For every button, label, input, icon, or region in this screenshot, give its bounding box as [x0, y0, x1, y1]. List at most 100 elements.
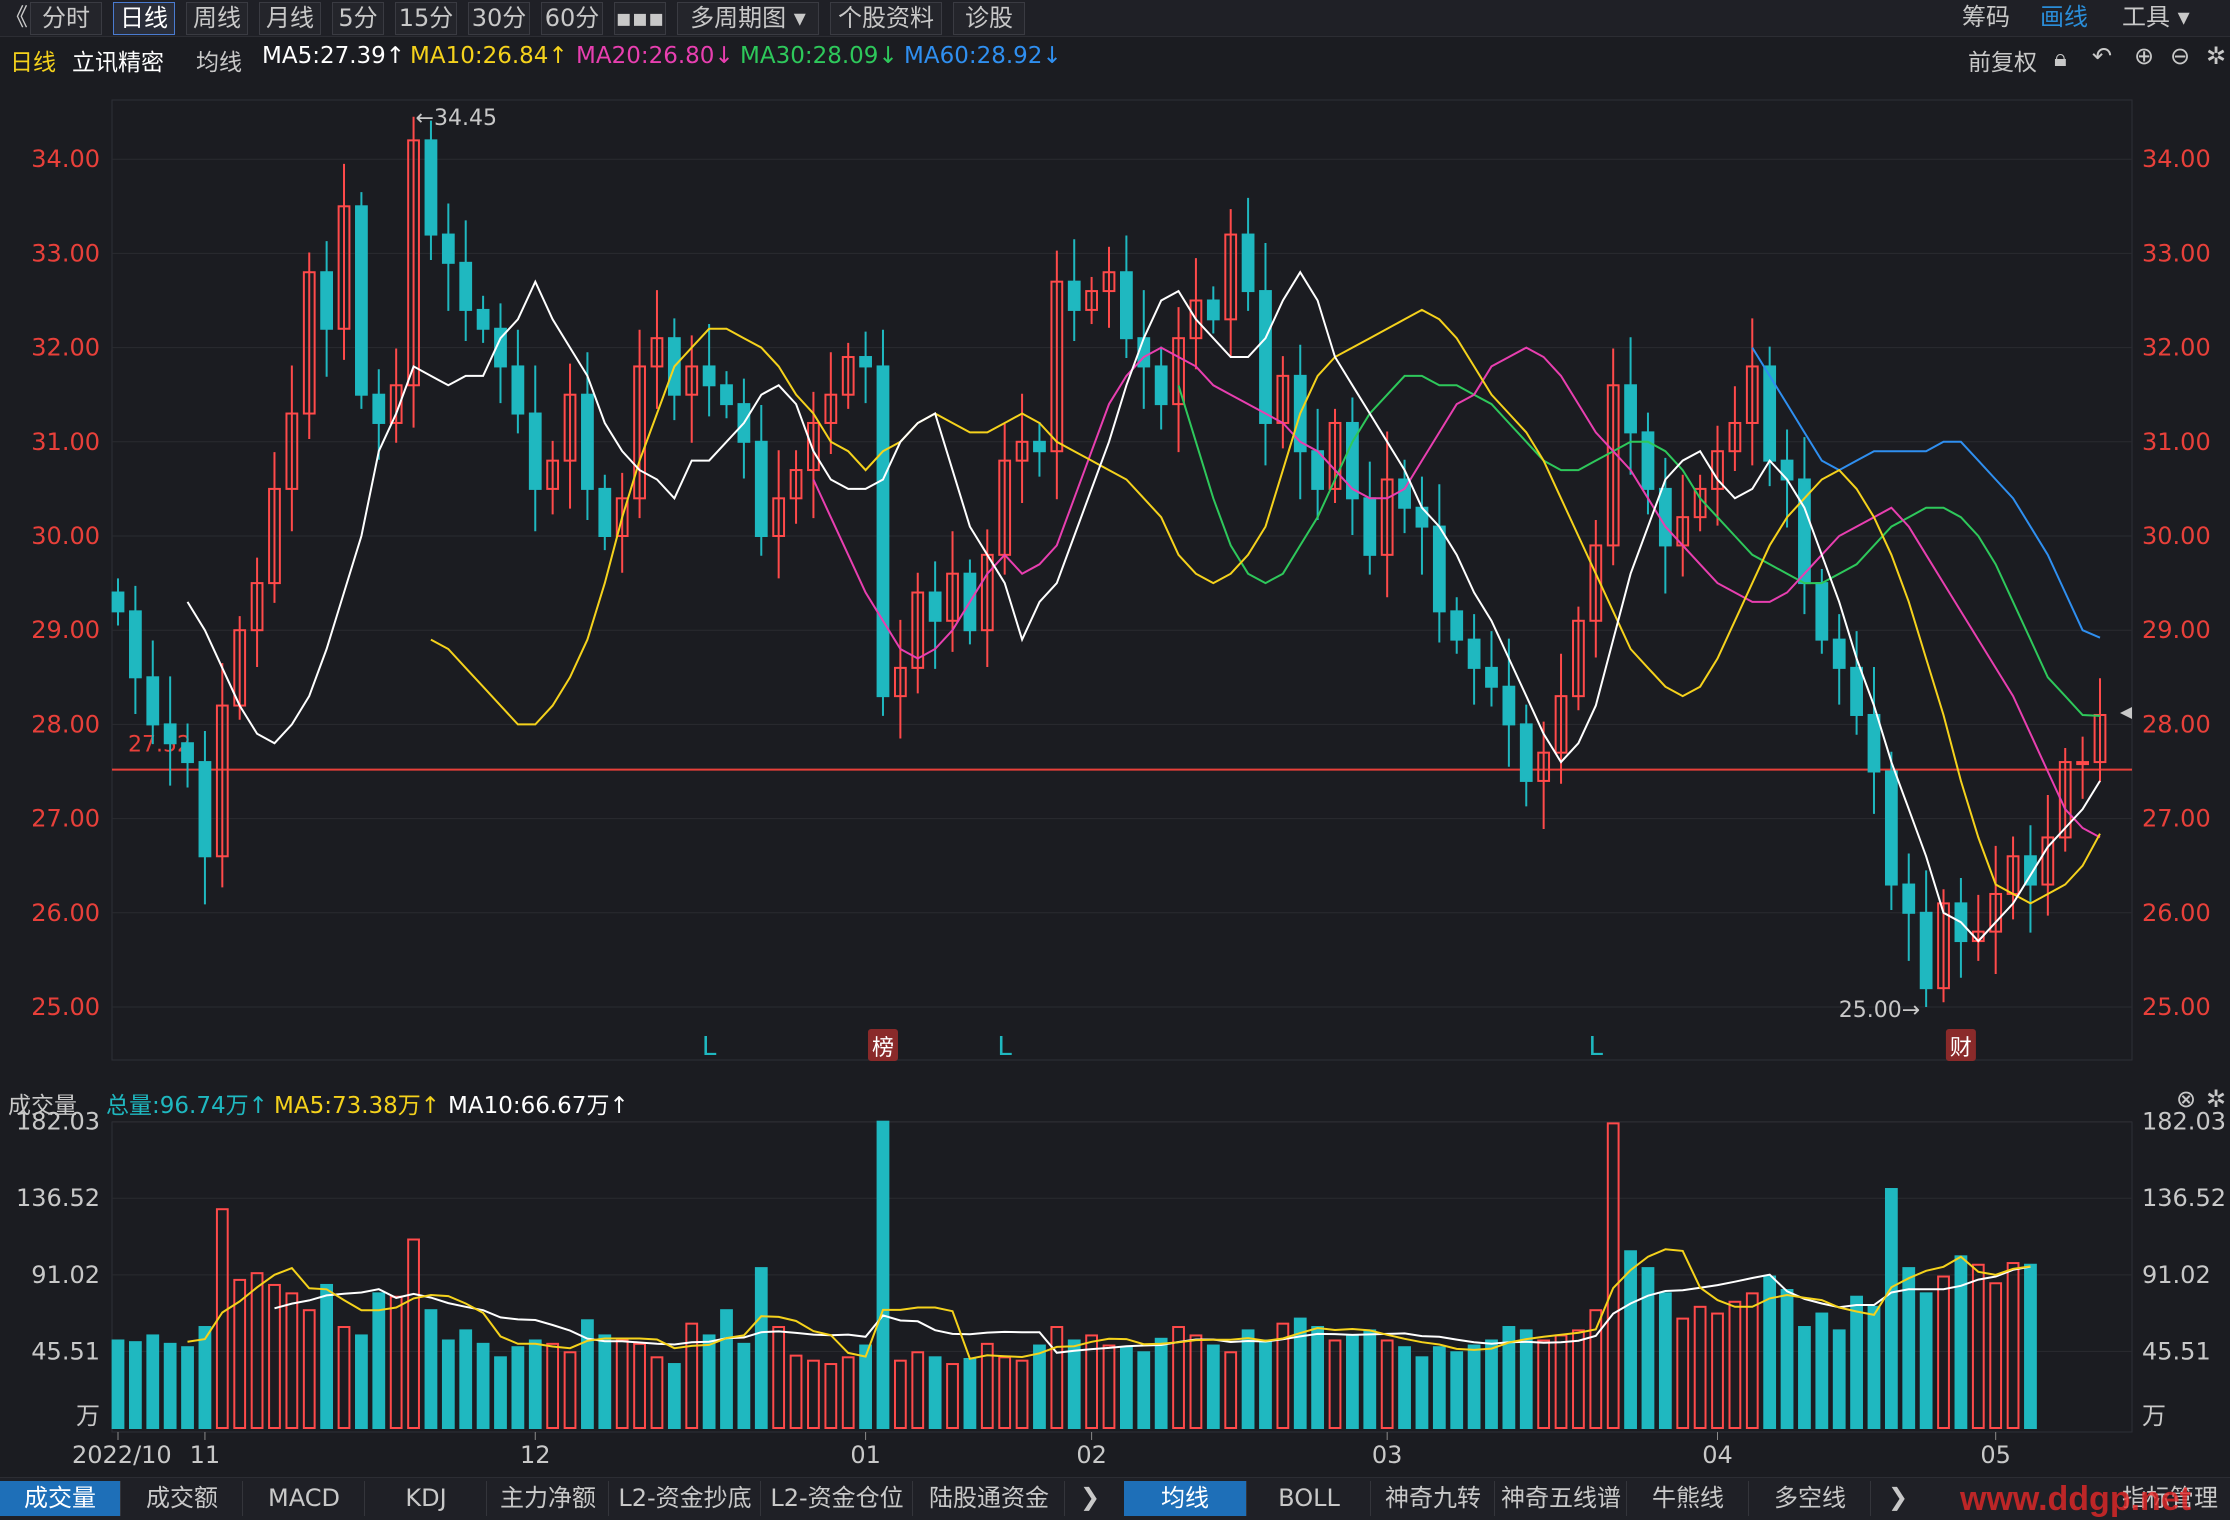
volume-bar — [302, 1309, 316, 1429]
period-tab[interactable]: 多周期图 ▾ — [677, 2, 819, 35]
chevron-right-icon[interactable]: ❯ — [1888, 1483, 1909, 1511]
volume-bar — [233, 1278, 247, 1429]
volume-bar — [1328, 1339, 1342, 1430]
volume-bar — [285, 1292, 299, 1429]
volume-bar — [1815, 1312, 1829, 1430]
volume-bar — [1363, 1329, 1377, 1429]
volume-bar — [667, 1363, 681, 1430]
candle-body — [215, 704, 229, 858]
volume-bar — [615, 1339, 629, 1430]
event-marker: L — [702, 1032, 717, 1062]
candle-body — [163, 723, 177, 745]
volume-bar — [1850, 1295, 1863, 1429]
overlay-tab[interactable]: BOLL — [1248, 1481, 1371, 1516]
adjust-selector[interactable]: 前复权 — [1968, 50, 2037, 76]
candle-body — [1884, 770, 1898, 886]
volume-bar — [1519, 1329, 1533, 1429]
ma60-line — [1751, 347, 2101, 639]
chip-distribution-button[interactable]: 筹码 — [1962, 3, 2010, 31]
volume-bar — [1450, 1351, 1464, 1430]
candle-body — [1119, 271, 1133, 340]
period-tab[interactable]: 30分 — [468, 2, 530, 35]
volume-bar — [1276, 1322, 1290, 1430]
candle-body — [1502, 685, 1516, 726]
tools-button[interactable]: 工具 ▾ — [2122, 3, 2190, 31]
volume-bar — [250, 1272, 264, 1429]
price-panel-frame — [111, 99, 2133, 1061]
high-annotation: ←34.45 — [416, 106, 497, 131]
zoom-in-icon[interactable]: ⊕ — [2134, 42, 2155, 70]
candle-body — [1832, 638, 1846, 669]
candle-body — [1432, 525, 1446, 613]
volume-bar — [2024, 1263, 2037, 1430]
volume-bar — [807, 1359, 820, 1430]
candle-body — [1311, 450, 1325, 490]
overlay-tab[interactable]: 神奇五线谱 — [1496, 1481, 1627, 1516]
candle-body — [1328, 421, 1342, 490]
indicator-tab[interactable]: 陆股通资金 — [914, 1481, 1065, 1516]
period-tab[interactable]: 个股资料 — [830, 2, 942, 35]
indicator-tab[interactable]: L2-资金仓位 — [762, 1481, 913, 1516]
volume-bar — [581, 1319, 594, 1429]
period-tab[interactable]: 60分 — [541, 2, 603, 35]
overlay-tab[interactable]: 多空线 — [1750, 1481, 1871, 1516]
candle-body — [268, 487, 281, 585]
settings-icon[interactable]: ✲ — [2206, 1085, 2227, 1113]
period-tab[interactable]: 日线 — [113, 2, 175, 35]
candle-body — [1572, 619, 1585, 698]
volume-bar — [1537, 1339, 1551, 1430]
candle-body — [1780, 459, 1794, 481]
indicator-tab[interactable]: 主力净额 — [488, 1481, 609, 1516]
volume-bar — [1693, 1305, 1707, 1429]
overlay-tab[interactable]: 神奇九转 — [1372, 1481, 1495, 1516]
zoom-out-icon[interactable]: ⊖ — [2170, 42, 2191, 70]
candle-body — [685, 365, 699, 396]
overlay-tab[interactable]: 牛熊线 — [1628, 1481, 1749, 1516]
back-icon[interactable]: 《 — [4, 3, 28, 31]
chevron-right-icon[interactable]: ❯ — [1080, 1483, 1101, 1511]
volume-bar — [563, 1351, 577, 1430]
period-tab[interactable]: 分时 — [30, 2, 102, 35]
candle-body — [1259, 290, 1272, 424]
settings-icon[interactable]: ✲ — [2206, 42, 2227, 70]
close-icon[interactable]: ⊗ — [2176, 1085, 2197, 1113]
volume-bar — [1763, 1275, 1777, 1430]
event-marker-box — [1945, 1029, 1976, 1061]
candle-body — [1763, 365, 1777, 462]
overlay-tab[interactable]: 均线 — [1124, 1481, 1247, 1516]
indicator-tab[interactable]: L2-资金抄底 — [610, 1481, 761, 1516]
draw-line-button[interactable]: 画线 — [2040, 3, 2088, 31]
volume-bar — [911, 1351, 925, 1430]
period-tab[interactable]: ▪▪▪ — [614, 2, 666, 35]
indicator-manage-button[interactable]: 指标管理 — [2122, 1484, 2218, 1512]
indicator-tab[interactable]: MACD — [244, 1481, 365, 1516]
period-tab[interactable]: 5分 — [332, 2, 384, 35]
ma-label[interactable]: 均线 — [196, 50, 242, 76]
volume-bar — [511, 1346, 525, 1429]
event-marker-box — [867, 1029, 898, 1061]
ma60-value: MA60:28.92↓ — [904, 43, 1062, 69]
period-tab[interactable]: 周线 — [186, 2, 248, 35]
period-tab[interactable]: 15分 — [395, 2, 457, 35]
indicator-tab[interactable]: 成交量 — [0, 1481, 121, 1516]
period-tab[interactable]: 诊股 — [953, 2, 1025, 35]
candle-body — [563, 393, 577, 462]
indicator-tab[interactable]: 成交额 — [122, 1481, 243, 1516]
volume-bar — [824, 1363, 838, 1430]
price-tick-label: 33.00 — [31, 239, 100, 267]
lock-icon[interactable]: 🔒︎ — [2054, 44, 2067, 72]
x-axis-label: 01 — [850, 1441, 881, 1469]
volume-bar — [1415, 1356, 1429, 1429]
volume-bar — [1937, 1275, 1950, 1430]
volume-bar — [1676, 1317, 1690, 1429]
candle-body — [737, 403, 751, 443]
candle-body — [407, 139, 420, 387]
candle-body — [667, 337, 681, 396]
indicator-tab[interactable]: KDJ — [366, 1481, 487, 1516]
ma5-value: MA5:27.39↑ — [262, 43, 406, 69]
volume-bar — [598, 1334, 612, 1430]
period-tab[interactable]: 月线 — [259, 2, 321, 35]
stock-name: 立讯精密 — [72, 50, 164, 76]
undo-icon[interactable]: ↶ — [2092, 42, 2113, 70]
